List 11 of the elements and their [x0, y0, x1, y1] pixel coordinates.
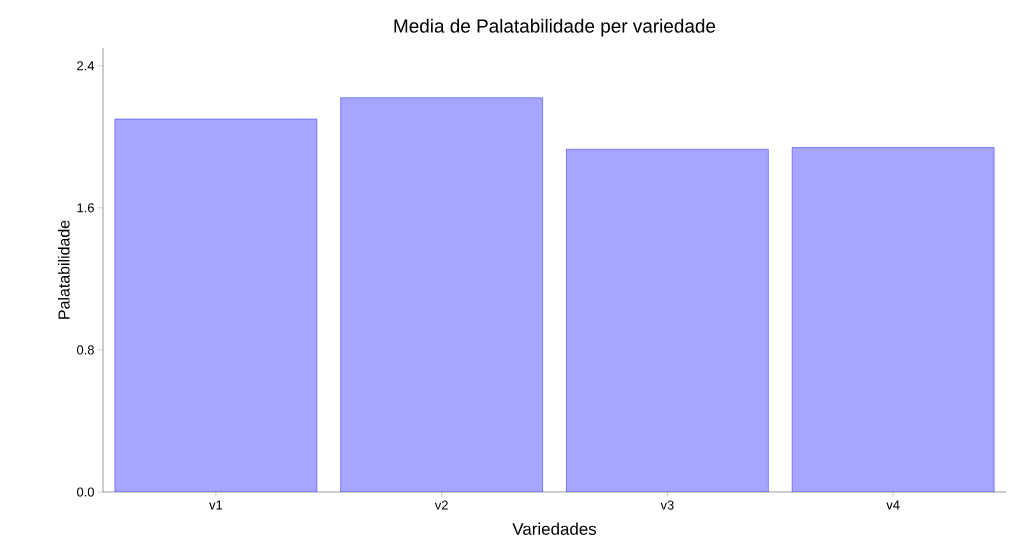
y-tick-label: 0.8: [76, 345, 94, 355]
x-tick-label: v3: [660, 500, 674, 510]
x-tick-label: v1: [209, 500, 223, 510]
y-axis-title: Palatabilidade: [57, 220, 70, 319]
y-tick-label: 2.4: [77, 61, 95, 71]
y-tick-label: 1.6: [77, 203, 94, 213]
x-axis-title: Variedades: [512, 522, 597, 535]
y-tick-label: 0.0: [76, 487, 94, 497]
x-tick-label: v4: [886, 500, 900, 510]
chart-title: Media de Palatabilidade per variedade: [394, 18, 716, 37]
x-tick-label: v2: [434, 500, 448, 510]
